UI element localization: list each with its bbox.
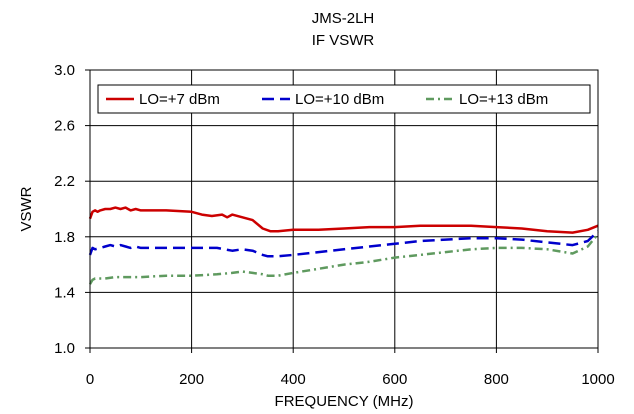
legend-label-2: LO=+10 dBm [295,91,384,108]
y-tick-label: 1.4 [54,284,75,301]
legend-label-3: LO=+13 dBm [459,91,548,108]
plot-area [90,70,598,348]
legend-label-1: LO=+7 dBm [139,91,220,108]
grid [90,70,598,348]
chart-subtitle: IF VSWR [312,32,375,49]
x-tick-label: 800 [484,371,509,388]
x-tick-label: 200 [179,371,204,388]
x-tick-label: 0 [86,371,94,388]
chart-title: JMS-2LH [312,10,375,27]
ticks: 0 200 400 600 800 1000 1.0 1.4 1.8 2.2 2.6 3.0 [54,62,615,388]
y-tick-label: 2.2 [54,173,75,190]
x-tick-label: 1000 [581,371,614,388]
series-line-3 [88,233,599,285]
y-tick-label: 2.6 [54,118,75,135]
y-tick-label: 3.0 [54,62,75,79]
y-tick-label: 1.0 [54,340,75,357]
y-tick-label: 1.8 [54,229,75,246]
legend: LO=+7 dBm LO=+10 dBm LO=+13 dBm [97,84,591,114]
x-axis-label: FREQUENCY (MHz) [275,393,414,410]
legend-box [97,84,591,114]
series-layer [88,206,599,285]
y-axis-label: VSWR [18,186,35,231]
series-line-1 [88,206,599,234]
x-tick-label: 400 [281,371,306,388]
series-line-2 [88,230,599,258]
plot-frame [89,69,599,349]
x-tick-label: 600 [382,371,407,388]
